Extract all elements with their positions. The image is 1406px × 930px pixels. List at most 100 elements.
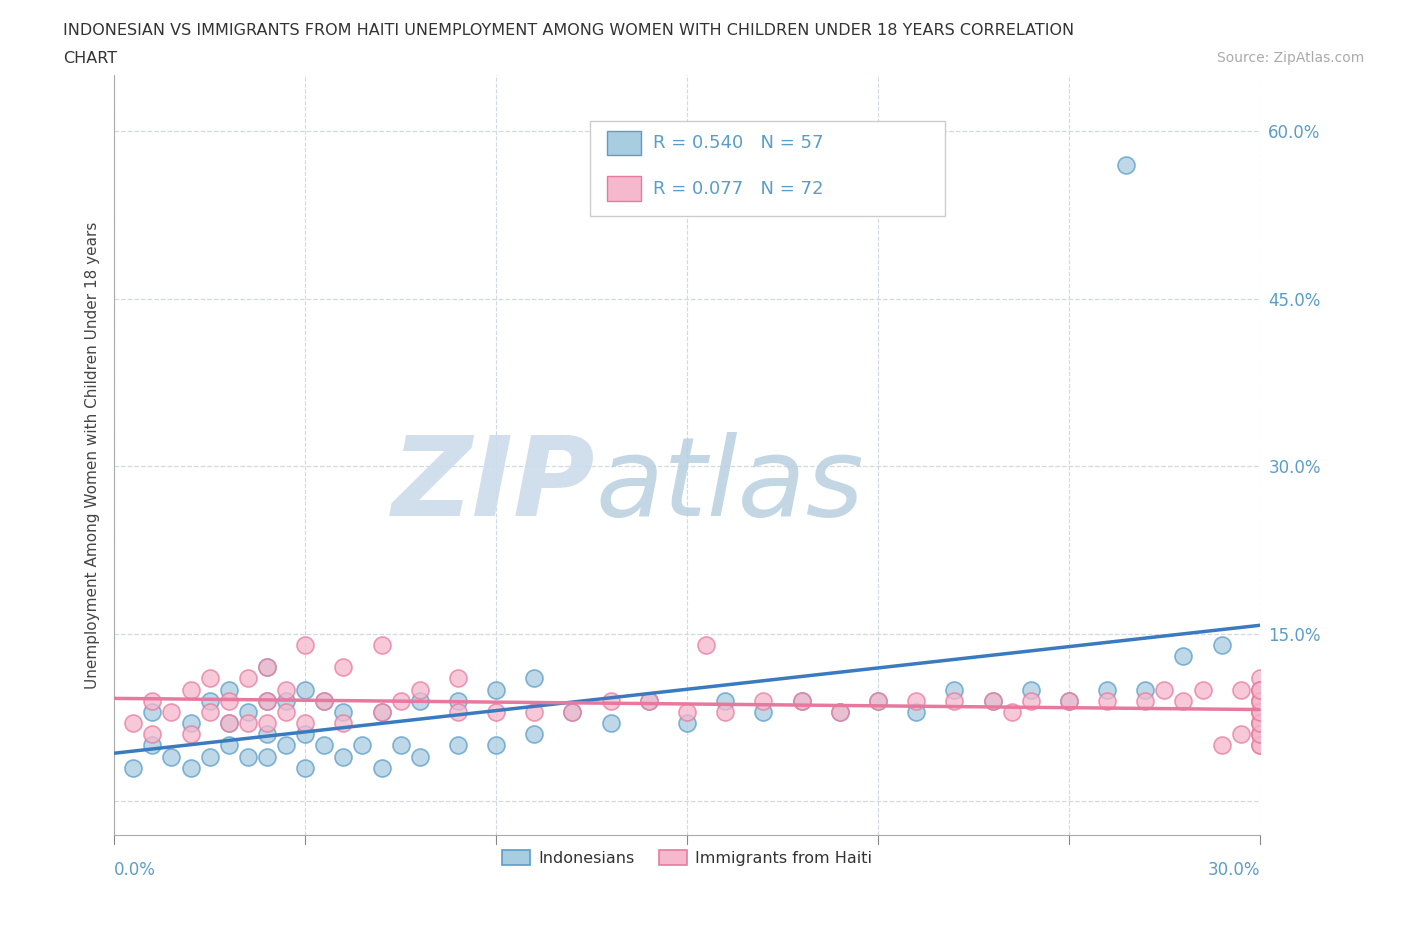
Point xyxy=(981,693,1004,708)
Point xyxy=(447,671,470,685)
Point xyxy=(790,693,813,708)
Point xyxy=(141,693,163,708)
Text: atlas: atlas xyxy=(595,432,865,539)
Point xyxy=(274,738,297,753)
Point xyxy=(180,682,202,697)
Point xyxy=(561,704,583,719)
Point xyxy=(218,716,240,731)
Point xyxy=(218,738,240,753)
Point xyxy=(485,704,508,719)
Point xyxy=(1249,704,1271,719)
Point xyxy=(1019,693,1042,708)
Point xyxy=(141,704,163,719)
Point xyxy=(294,637,316,652)
Point xyxy=(790,693,813,708)
Text: Source: ZipAtlas.com: Source: ZipAtlas.com xyxy=(1216,51,1364,65)
Point xyxy=(943,682,966,697)
Point xyxy=(294,716,316,731)
Point xyxy=(561,704,583,719)
Point xyxy=(1249,693,1271,708)
Point xyxy=(676,704,699,719)
Point xyxy=(314,738,336,753)
Point xyxy=(1249,704,1271,719)
Point xyxy=(523,671,546,685)
Point xyxy=(1115,157,1137,172)
Point xyxy=(1249,671,1271,685)
Point xyxy=(485,738,508,753)
Point xyxy=(1249,738,1271,753)
Point xyxy=(1249,682,1271,697)
Point xyxy=(866,693,889,708)
Point xyxy=(1095,682,1118,697)
Point xyxy=(943,693,966,708)
Point xyxy=(695,637,717,652)
Point xyxy=(236,716,259,731)
Point xyxy=(256,750,278,764)
Point xyxy=(236,704,259,719)
Point xyxy=(180,716,202,731)
Point xyxy=(1249,727,1271,742)
Point xyxy=(370,704,392,719)
Point xyxy=(218,716,240,731)
Point xyxy=(485,682,508,697)
Point xyxy=(180,727,202,742)
Bar xyxy=(607,131,641,155)
Text: R = 0.540   N = 57: R = 0.540 N = 57 xyxy=(652,134,823,152)
Point xyxy=(1249,682,1271,697)
Point xyxy=(198,704,221,719)
Point xyxy=(1229,727,1251,742)
Point xyxy=(294,682,316,697)
Point xyxy=(905,693,928,708)
Point xyxy=(599,693,621,708)
Point xyxy=(1211,637,1233,652)
Point xyxy=(122,716,145,731)
Point xyxy=(332,716,354,731)
Point xyxy=(828,704,851,719)
Point xyxy=(1249,738,1271,753)
Point xyxy=(1191,682,1213,697)
Point xyxy=(714,704,737,719)
Point xyxy=(1095,693,1118,708)
Point xyxy=(218,693,240,708)
Point xyxy=(1229,682,1251,697)
FancyBboxPatch shape xyxy=(589,121,945,216)
Point xyxy=(1135,682,1157,697)
Point xyxy=(256,659,278,674)
Point xyxy=(198,693,221,708)
Point xyxy=(409,693,432,708)
Text: CHART: CHART xyxy=(63,51,117,66)
Point xyxy=(1057,693,1080,708)
Point xyxy=(1173,693,1195,708)
Text: INDONESIAN VS IMMIGRANTS FROM HAITI UNEMPLOYMENT AMONG WOMEN WITH CHILDREN UNDER: INDONESIAN VS IMMIGRANTS FROM HAITI UNEM… xyxy=(63,23,1074,38)
Point xyxy=(274,693,297,708)
Point xyxy=(676,716,699,731)
Point xyxy=(180,761,202,776)
Point xyxy=(409,750,432,764)
Point xyxy=(637,693,659,708)
Point xyxy=(599,716,621,731)
Point xyxy=(370,637,392,652)
Point xyxy=(981,693,1004,708)
Point xyxy=(198,750,221,764)
Point xyxy=(314,693,336,708)
Point xyxy=(409,682,432,697)
Point xyxy=(256,727,278,742)
Point xyxy=(256,659,278,674)
Point xyxy=(294,761,316,776)
Point xyxy=(352,738,374,753)
Point xyxy=(160,704,183,719)
Legend: Indonesians, Immigrants from Haiti: Indonesians, Immigrants from Haiti xyxy=(495,844,879,872)
Point xyxy=(1057,693,1080,708)
Point xyxy=(314,693,336,708)
Point xyxy=(1249,682,1271,697)
Point xyxy=(218,682,240,697)
Point xyxy=(370,761,392,776)
Point xyxy=(523,727,546,742)
Point xyxy=(447,704,470,719)
Point xyxy=(523,704,546,719)
Point xyxy=(1249,716,1271,731)
Point xyxy=(828,704,851,719)
Point xyxy=(256,693,278,708)
Point xyxy=(141,727,163,742)
Point xyxy=(752,704,775,719)
